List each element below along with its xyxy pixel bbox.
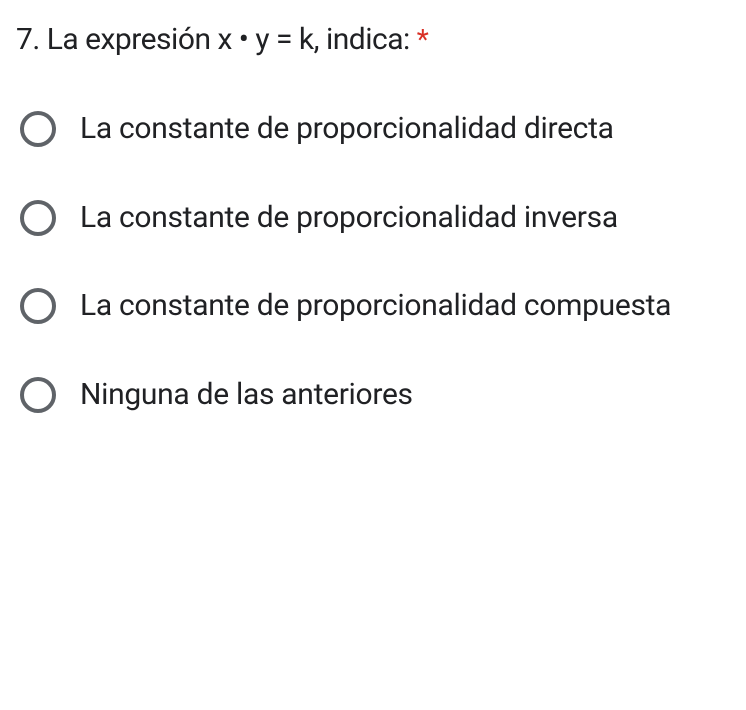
option-row[interactable]: La constante de proporcionalidad compues… xyxy=(20,286,726,327)
option-label: La constante de proporcionalidad compues… xyxy=(80,286,671,327)
options-container: La constante de proporcionalidad directa… xyxy=(16,109,726,415)
question-text: 7. La expresión x • y = k, indica: xyxy=(16,22,417,57)
option-row[interactable]: Ninguna de las anteriores xyxy=(20,375,726,416)
radio-icon[interactable] xyxy=(20,288,56,324)
option-row[interactable]: La constante de proporcionalidad inversa xyxy=(20,198,726,239)
question-title: 7. La expresión x • y = k, indica: * xyxy=(16,20,726,59)
option-label: Ninguna de las anteriores xyxy=(80,375,413,416)
required-asterisk: * xyxy=(417,23,429,56)
radio-icon[interactable] xyxy=(20,377,56,413)
option-label: La constante de proporcionalidad directa xyxy=(80,109,614,150)
radio-icon[interactable] xyxy=(20,111,56,147)
option-label: La constante de proporcionalidad inversa xyxy=(80,198,618,239)
radio-icon[interactable] xyxy=(20,200,56,236)
option-row[interactable]: La constante de proporcionalidad directa xyxy=(20,109,726,150)
